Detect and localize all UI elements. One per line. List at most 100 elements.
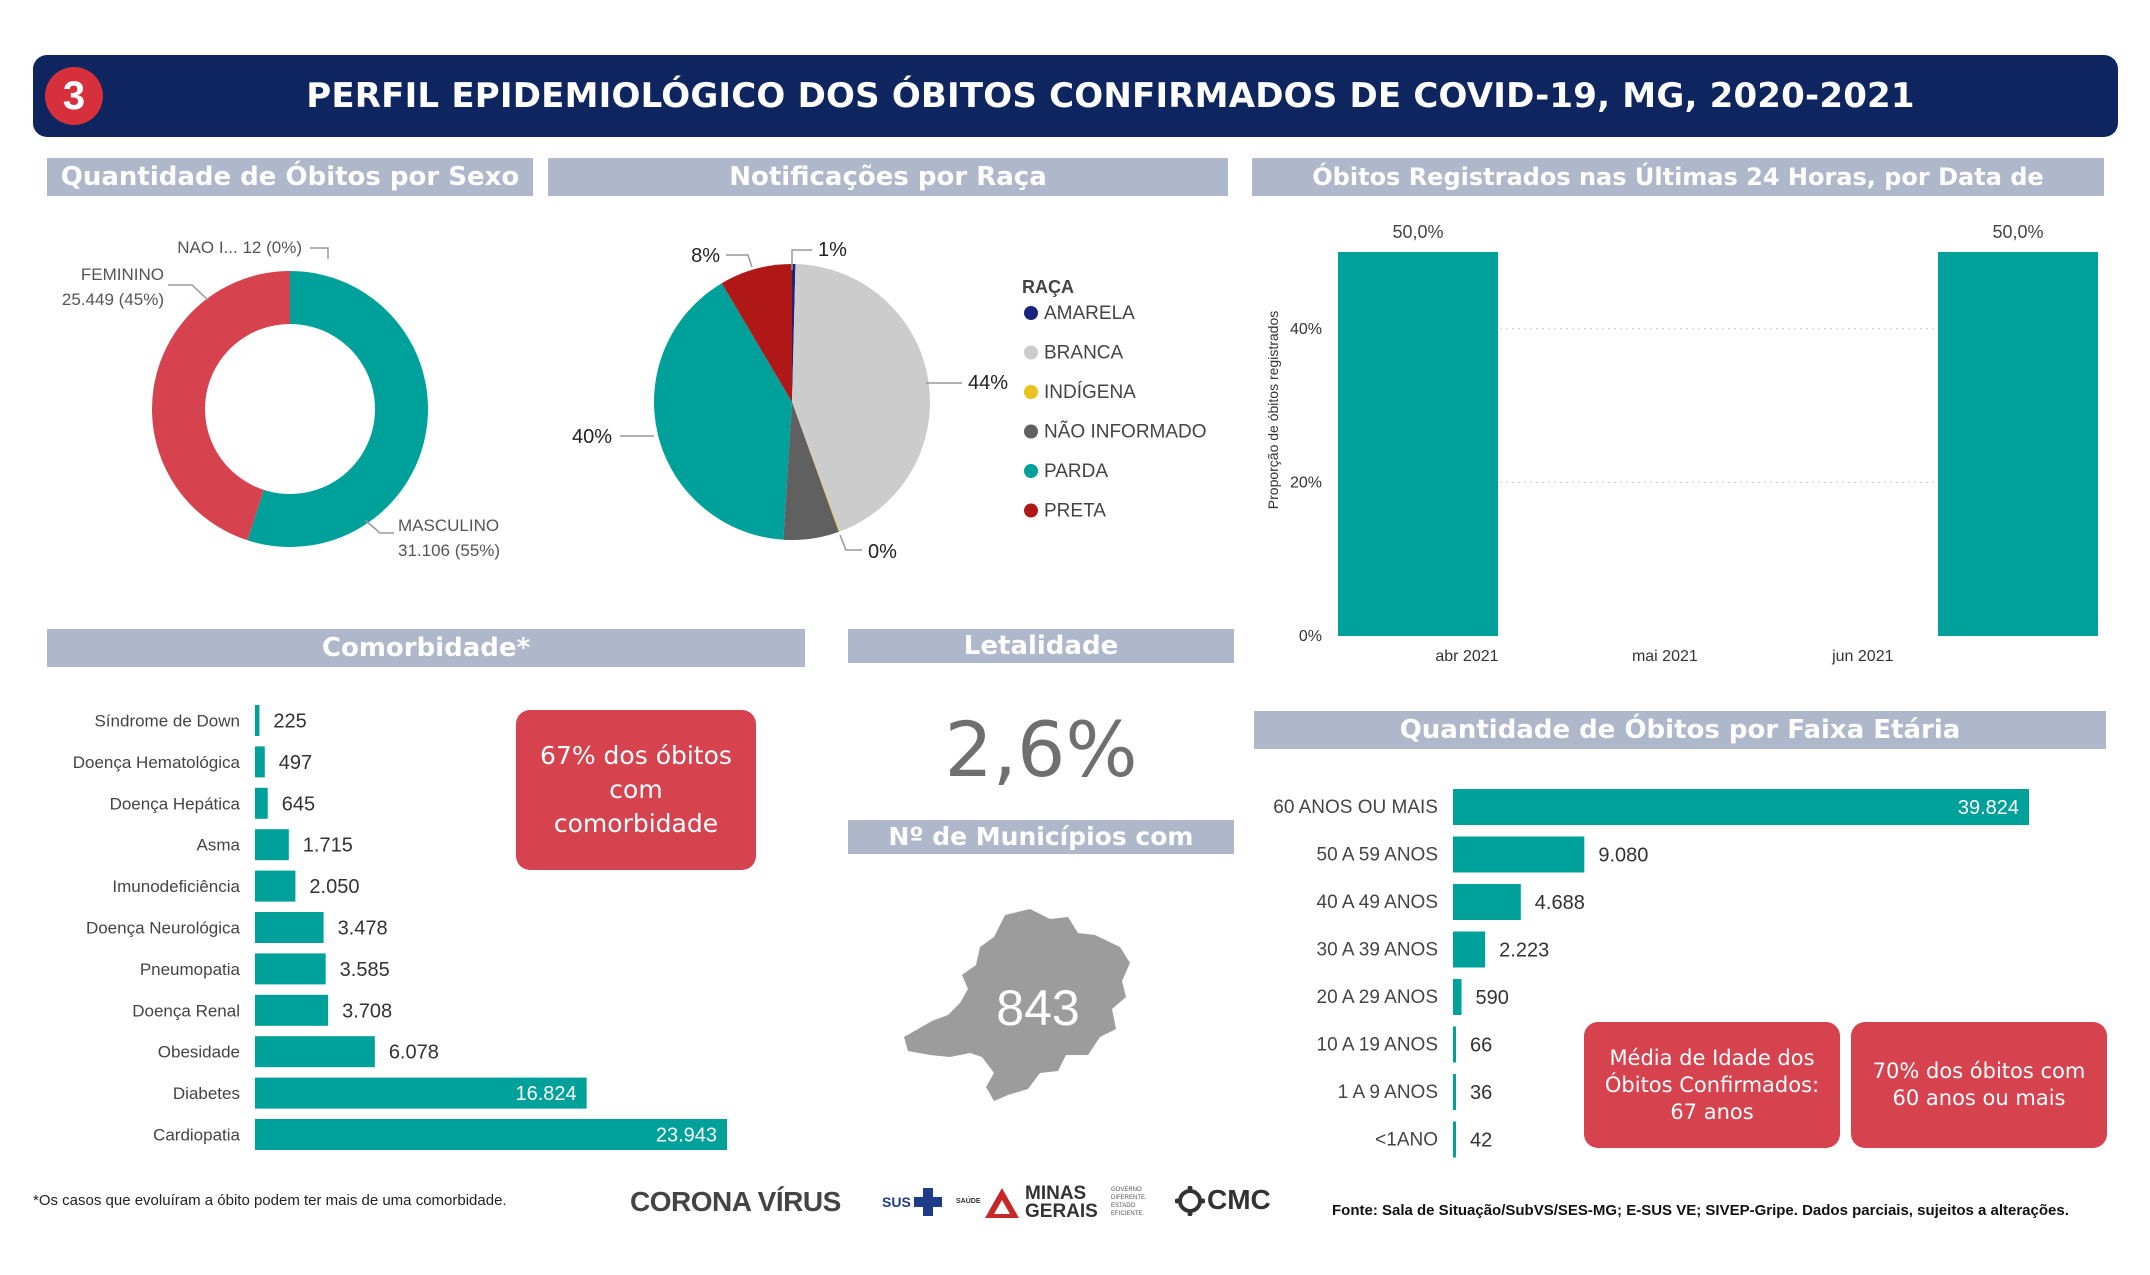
comorbidade-category: Síndrome de Down	[94, 712, 240, 731]
cmc-logo: CMC	[1175, 1184, 1305, 1220]
comorbidade-bar	[255, 787, 268, 819]
comorbidade-value: 3.708	[342, 1000, 392, 1022]
mg-map-shape	[904, 909, 1130, 1101]
comorbidade-category: Doença Hepática	[110, 794, 241, 813]
header-bar: 3 PERFIL EPIDEMIOLÓGICO DOS ÓBITOS CONFI…	[33, 55, 2118, 137]
faixa-bar	[1453, 1026, 1456, 1063]
comorbidade-bar	[255, 870, 296, 902]
faixa-category: 40 A 49 ANOS	[1317, 892, 1438, 913]
faixa-value: 4.688	[1535, 892, 1585, 914]
ultimas24-xtick: abr 2021	[1435, 648, 1498, 665]
faixa-category: <1ANO	[1375, 1130, 1438, 1151]
mg-logo-line1: MINAS	[1025, 1183, 1087, 1204]
source-note: Fonte: Sala de Situação/SubVS/SES-MG; E-…	[1332, 1202, 2069, 1219]
faixa-value: 66	[1470, 1035, 1492, 1057]
faixa-bar	[1453, 931, 1486, 968]
donut-slice-feminino	[152, 271, 290, 541]
cmc-logo-text: CMC	[1207, 1184, 1271, 1215]
faixa-bar-chart: 60 ANOS OU MAIS 39.824 50 A 59 ANOS 9.080 40…	[1273, 789, 2029, 1158]
comorbidade-value: 2.050	[309, 876, 359, 898]
footnote: *Os casos que evoluíram a óbito podem te…	[33, 1192, 507, 1209]
donut-label-masculino: MASCULINO	[398, 516, 499, 535]
letalidade-value: 2,6%	[944, 705, 1138, 794]
faixa-category: 1 A 9 ANOS	[1338, 1082, 1438, 1103]
comorbidade-bar	[255, 1119, 727, 1150]
mg-logo-line2: GERAIS	[1025, 1201, 1098, 1222]
donut-label-feminino: FEMININO	[81, 265, 164, 284]
faixa-bar	[1453, 836, 1585, 873]
faixa-value: 42	[1470, 1130, 1492, 1152]
faixa-value: 2.223	[1499, 940, 1549, 962]
pie-legend-label: INDÍGENA	[1044, 382, 1136, 403]
comorbidade-value: 1.715	[303, 835, 353, 857]
minas-gerais-map: 843	[904, 909, 1130, 1101]
pie-legend-title: RAÇA	[1022, 277, 1074, 297]
pie-label-branca: 44%	[968, 372, 1008, 394]
donut-value-feminino: 25.449 (45%)	[62, 290, 164, 309]
comorbidade-bar	[255, 1077, 587, 1109]
donut-leader-feminino	[168, 284, 209, 301]
ultimas24-bar-chart: Proporção de óbitos registrados 0% 20% 40%…	[1265, 222, 2098, 665]
saude-logo-text: SAÚDE	[956, 1198, 981, 1205]
faixa-value: 590	[1476, 987, 1509, 1009]
pie-slice-preta	[721, 264, 792, 402]
municipios-value: 843	[996, 980, 1079, 1036]
pie-leader-amarela	[791, 249, 812, 270]
comorbidade-bar	[255, 1036, 375, 1068]
section-heading-ultimas24: Óbitos Registrados nas Últimas 24 Horas,…	[1252, 158, 2104, 229]
faixa-bar	[1453, 979, 1462, 1015]
section-heading-sexo: Quantidade de Óbitos por Sexo	[47, 158, 533, 196]
faixa-bar	[1453, 789, 2029, 825]
section-number-badge: 3	[45, 67, 103, 125]
donut-leader-masculino	[364, 519, 394, 534]
pie-leader-naoinformado	[839, 534, 862, 551]
comorbidade-category: Imunodeficiência	[112, 877, 240, 896]
pie-label-amarela: 1%	[818, 239, 847, 261]
pie-legend-swatch	[1024, 345, 1038, 360]
pct-60-callout: 70% dos óbitos com 60 anos ou mais	[1851, 1022, 2107, 1148]
pie-legend-label: NÃO INFORMADO	[1044, 421, 1207, 443]
section-heading-letalidade: Letalidade	[848, 629, 1234, 663]
comorbidade-callout: 67% dos óbitos com comorbidade	[516, 710, 756, 870]
ultimas24-bar	[1338, 252, 1498, 636]
faixa-category: 60 ANOS OU MAIS	[1273, 797, 1438, 818]
faixa-value: 9.080	[1598, 845, 1648, 867]
comorbidade-category: Diabetes	[173, 1084, 240, 1103]
pie-slice-branca	[792, 264, 930, 532]
pie-label-naoinformado: 0%	[868, 541, 897, 563]
sus-cross-icon	[914, 1188, 942, 1216]
media-idade-callout: Média de Idade dos Óbitos Confirmados: 6…	[1584, 1022, 1840, 1148]
comorbidade-bar	[255, 829, 289, 861]
comorbidade-bar	[255, 912, 324, 943]
raca-pie-chart: 1% 8% 44% 40% 0% RAÇA AMARELA BRANCA INDÍG…	[572, 239, 1207, 563]
comorbidade-value: 16.824	[515, 1083, 576, 1105]
donut-leader-nao	[310, 247, 329, 259]
faixa-bar	[1453, 1121, 1456, 1158]
ultimas24-ytick: 20%	[1290, 474, 1322, 491]
pie-legend-swatch	[1024, 424, 1038, 439]
donut-value-masculino: 31.106 (55%)	[398, 541, 500, 560]
mg-logo-slogan: GOVERNO DIFERENTE. ESTADO EFICIENTE.	[1111, 1187, 1147, 1217]
comorbidade-value: 23.943	[656, 1125, 717, 1147]
ultimas24-bar-label: 50,0%	[1992, 222, 2043, 242]
donut-slice-masculino	[247, 271, 429, 547]
pie-slice-noinformado	[783, 402, 839, 540]
faixa-category: 30 A 39 ANOS	[1317, 940, 1438, 961]
ultimas24-bar	[1938, 252, 2098, 636]
comorbidade-value: 6.078	[389, 1042, 439, 1064]
comorbidade-value: 225	[273, 711, 306, 733]
pie-slice-parda	[654, 283, 792, 540]
pie-slice-amarela	[792, 264, 796, 402]
pie-label-preta: 8%	[691, 245, 720, 267]
section-heading-raca: Notificações por Raça	[548, 158, 1228, 196]
section-heading-comorbidade: Comorbidade*	[47, 629, 805, 667]
ultimas24-xtick: mai 2021	[1632, 648, 1698, 665]
pie-legend-swatch	[1024, 385, 1038, 399]
pie-legend-label: PARDA	[1044, 461, 1108, 482]
comorbidade-category: Obesidade	[158, 1043, 240, 1062]
faixa-bar	[1453, 884, 1521, 920]
ultimas24-ytick: 0%	[1299, 628, 1322, 645]
faixa-category: 20 A 29 ANOS	[1317, 987, 1438, 1008]
ultimas24-ylabel: Proporção de óbitos registrados	[1265, 311, 1281, 509]
faixa-value: 39.824	[1958, 797, 2019, 819]
